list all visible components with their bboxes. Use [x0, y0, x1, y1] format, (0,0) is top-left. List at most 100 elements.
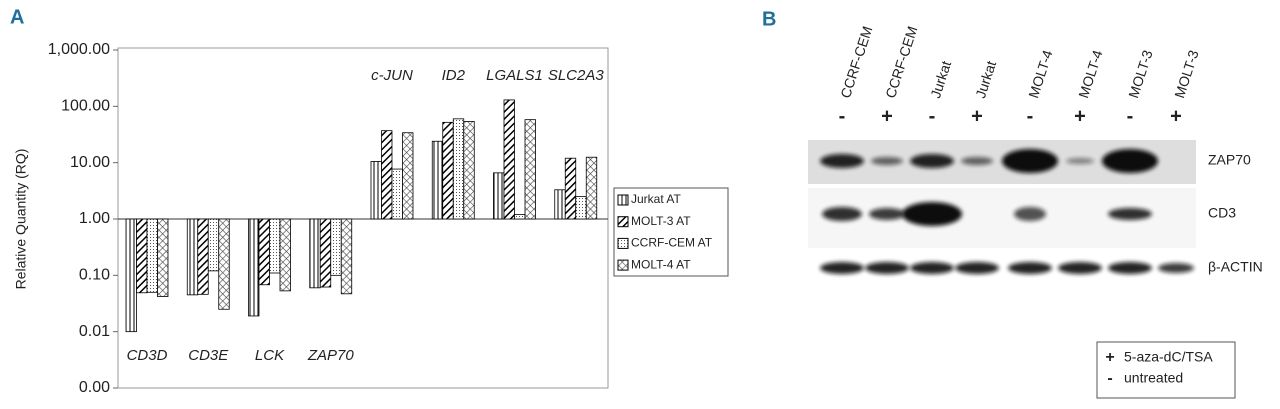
panel-label: B	[762, 8, 776, 30]
legend-swatch	[617, 237, 629, 249]
y-tick-label: 10.00	[70, 154, 110, 171]
blot-band	[1108, 262, 1152, 274]
bar	[381, 130, 393, 220]
y-tick-label: 0.00	[79, 379, 110, 396]
blot-band	[1108, 208, 1152, 220]
blot-band	[955, 262, 999, 274]
y-tick-label: 0.01	[79, 323, 110, 340]
lane-label: MOLT-3	[1171, 48, 1202, 100]
blot-band	[871, 157, 903, 165]
row-label: β-ACTIN	[1208, 259, 1263, 275]
bar	[524, 119, 536, 220]
lane-label: Jurkat	[927, 59, 954, 100]
treatment-sign: +	[1170, 105, 1182, 127]
y-tick-label: 1,000.00	[48, 41, 110, 58]
legend-box	[1096, 341, 1236, 399]
bar	[431, 140, 444, 220]
blot-band	[1002, 149, 1058, 173]
lane-label: MOLT-3	[1125, 48, 1156, 100]
bar	[564, 157, 577, 220]
category-label: LCK	[255, 347, 285, 364]
category-label: LGALS1	[486, 67, 543, 84]
category-label: ZAP70	[307, 347, 355, 364]
bar	[452, 118, 465, 220]
bar	[258, 218, 270, 286]
category-label: SLC2A3	[548, 67, 605, 84]
treatment-sign: +	[881, 105, 893, 127]
bar	[402, 132, 414, 220]
blot-band	[820, 262, 864, 274]
y-tick-label: 100.00	[61, 98, 110, 115]
bar	[340, 218, 353, 295]
treatment-sign: +	[1074, 105, 1086, 127]
legend-label: CCRF-CEM AT	[631, 236, 713, 250]
bar	[146, 218, 158, 293]
bar	[493, 172, 505, 220]
bar	[503, 99, 515, 220]
row-label: ZAP70	[1208, 152, 1251, 168]
blot-band	[910, 154, 954, 168]
bar	[197, 218, 209, 295]
category-label: ID2	[442, 67, 466, 84]
category-label: CD3E	[188, 347, 229, 364]
category-label: c-JUN	[371, 67, 413, 84]
legend-symbol: +	[1105, 349, 1114, 366]
bar	[463, 121, 475, 220]
bar	[248, 218, 260, 317]
blot-band	[1058, 262, 1102, 274]
legend-label: untreated	[1124, 370, 1183, 386]
bar	[391, 168, 403, 220]
lane-label: MOLT-4	[1075, 48, 1106, 100]
legend-label: MOLT-4 AT	[631, 257, 691, 271]
blot-band	[1066, 158, 1094, 164]
blot-band	[910, 262, 954, 274]
blot-band	[1014, 207, 1046, 221]
bar	[279, 218, 291, 292]
treatment-sign: -	[929, 105, 936, 127]
blot-band	[1158, 263, 1194, 273]
legend-swatch	[617, 216, 629, 228]
blot-band	[1008, 262, 1052, 274]
treatment-sign: -	[1127, 105, 1134, 127]
legend-label: MOLT-3 AT	[631, 214, 691, 228]
bar	[370, 161, 382, 220]
legend-symbol: -	[1107, 370, 1112, 387]
blot-band	[961, 157, 993, 165]
blot-band	[865, 262, 909, 274]
bar	[157, 218, 169, 297]
bar	[125, 218, 137, 333]
bar	[186, 218, 199, 296]
bar	[330, 218, 342, 276]
lane-label: Jurkat	[972, 59, 999, 100]
y-axis-label: Relative Quantity (RQ)	[13, 149, 29, 290]
bar	[269, 218, 281, 274]
treatment-sign: +	[971, 105, 983, 127]
legend-label: Jurkat AT	[631, 192, 681, 206]
legend-swatch	[617, 194, 629, 206]
bar	[218, 218, 230, 310]
blot-band	[1102, 149, 1158, 173]
bar	[319, 218, 332, 288]
bar	[136, 218, 148, 294]
treatment-sign: -	[1027, 105, 1034, 127]
panel-label: A	[10, 6, 24, 28]
plot-frame	[117, 47, 609, 389]
bar	[309, 218, 321, 289]
bar	[207, 218, 220, 272]
bar	[575, 196, 587, 220]
lane-label: MOLT-4	[1025, 48, 1056, 100]
bar	[514, 214, 526, 220]
legend-swatch	[617, 259, 629, 271]
legend-label: 5-aza-dC/TSA	[1124, 349, 1213, 365]
bar	[442, 121, 454, 220]
blot-band	[869, 208, 905, 220]
bar	[554, 189, 566, 220]
lane-label: CCRF-CEM	[882, 24, 920, 100]
bar	[585, 156, 598, 220]
blot-band	[822, 207, 862, 221]
lane-label: CCRF-CEM	[837, 24, 875, 100]
y-tick-label: 1.00	[79, 210, 110, 227]
blot-band	[820, 154, 864, 168]
treatment-sign: -	[839, 105, 846, 127]
